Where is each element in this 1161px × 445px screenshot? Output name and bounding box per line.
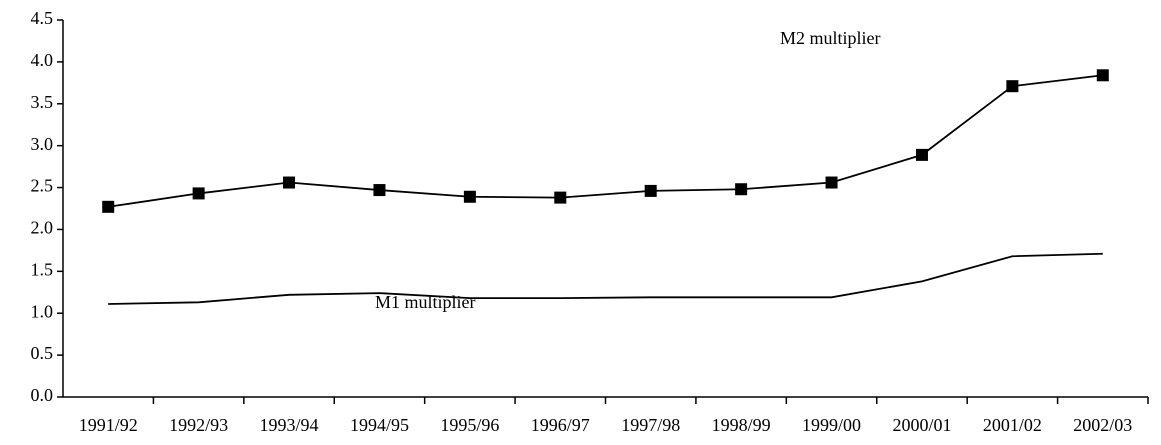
point-marker (644, 184, 657, 197)
x-tick-label: 1999/00 (802, 415, 861, 435)
x-tick-label: 1997/98 (621, 415, 680, 435)
x-tick-label: 2002/03 (1073, 415, 1132, 435)
y-tick-label: 3.5 (31, 92, 54, 112)
point-marker (283, 176, 296, 189)
point-marker (915, 148, 928, 161)
point-marker (554, 191, 567, 204)
x-tick-label: 1998/99 (712, 415, 771, 435)
x-tick-label: 1994/95 (350, 415, 409, 435)
series-label: M1 multiplier (375, 292, 476, 312)
x-tick-label: 1995/96 (440, 415, 499, 435)
series-label: M2 multiplier (780, 28, 881, 48)
point-marker (1096, 69, 1109, 82)
point-marker (825, 176, 838, 189)
x-tick-label: 1996/97 (531, 415, 590, 435)
y-tick-label: 0.5 (31, 343, 54, 363)
y-tick-label: 4.5 (31, 8, 54, 28)
x-tick-label: 1993/94 (260, 415, 319, 435)
y-tick-label: 3.0 (31, 134, 54, 154)
point-marker (102, 200, 115, 213)
series-line (108, 74, 1103, 208)
y-tick-label: 1.0 (31, 301, 54, 321)
x-tick-label: 2001/02 (983, 415, 1042, 435)
point-marker (735, 183, 748, 196)
y-tick-label: 1.5 (31, 259, 54, 279)
point-marker (463, 190, 476, 203)
x-tick-label: 2000/01 (892, 415, 951, 435)
x-tick-label: 1992/93 (169, 415, 228, 435)
point-marker (192, 187, 205, 200)
y-tick-label: 4.0 (31, 50, 54, 70)
y-tick-label: 2.0 (31, 218, 54, 238)
x-tick-label: 1991/92 (79, 415, 138, 435)
point-marker (373, 184, 386, 197)
series-line (108, 252, 1103, 305)
point-marker (1006, 80, 1019, 93)
y-tick-label: 0.0 (31, 385, 54, 405)
y-tick-label: 2.5 (31, 176, 54, 196)
